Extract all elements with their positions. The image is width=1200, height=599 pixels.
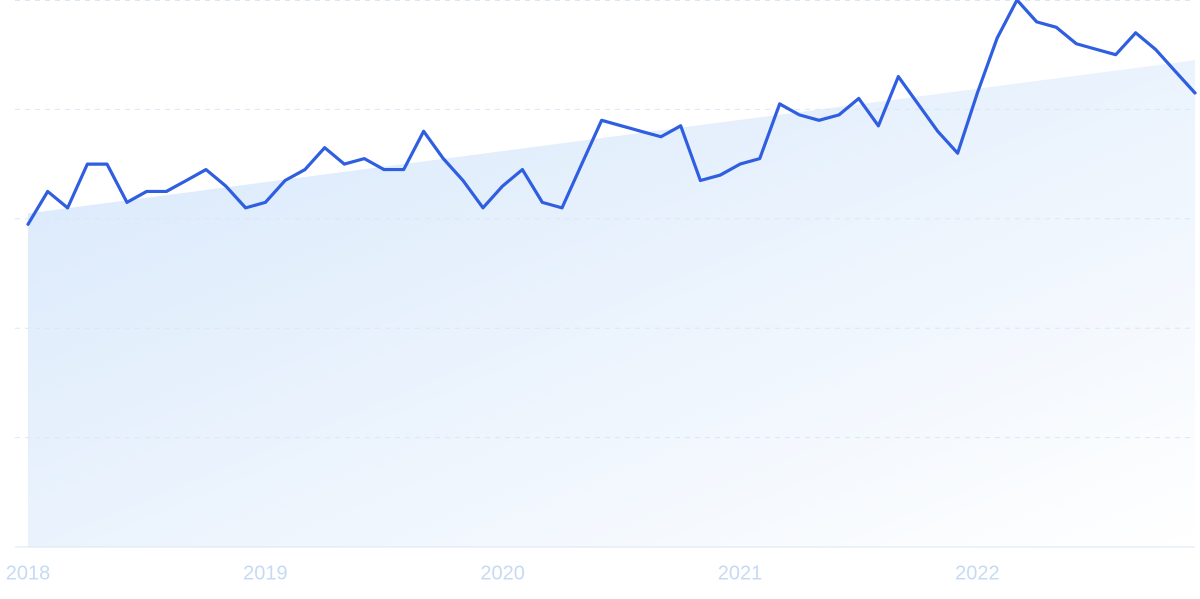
x-tick-label: 2020 <box>480 562 525 584</box>
x-tick-label: 2022 <box>955 562 1000 584</box>
x-tick-label: 2019 <box>243 562 288 584</box>
data-line <box>26 0 1197 226</box>
x-tick-label: 2018 <box>6 562 51 584</box>
x-tick-label: 2021 <box>718 562 763 584</box>
trend-area <box>28 60 1195 548</box>
